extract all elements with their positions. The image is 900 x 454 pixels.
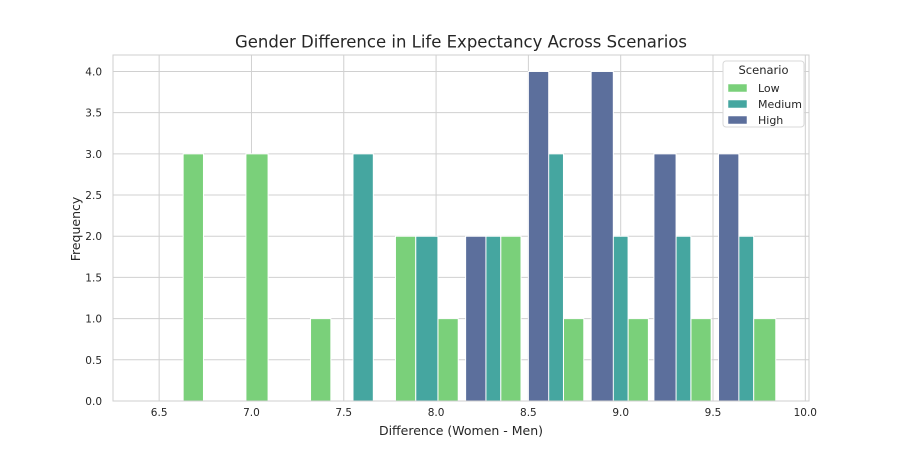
axes: 6.5 7.0 7.5 8.0 8.5 9.0 9.5 10.0 0.0 0.5 1.0 1.5 2.0… [85, 54, 817, 419]
legend-title: Scenario [739, 63, 789, 77]
x-tick-label: 9.0 [612, 407, 629, 419]
bar-low-7 [562, 318, 585, 402]
bar-low-3 [310, 318, 332, 402]
bar-high-3 [590, 70, 614, 402]
bar-low-2 [245, 153, 269, 402]
bar-low-5 [437, 318, 459, 402]
bar-low-10 [753, 318, 777, 402]
bar-high-4 [653, 153, 677, 402]
legend-swatch-medium [727, 99, 748, 109]
x-tick-label: 8.5 [520, 407, 537, 419]
chart-title: Gender Difference in Life Expectancy Acr… [235, 33, 687, 52]
x-tick-label: 7.0 [243, 407, 260, 419]
bar-low-4 [394, 235, 417, 402]
bar-low-6 [500, 235, 522, 402]
y-tick-label: 2.0 [85, 231, 102, 243]
bar-high-5 [718, 153, 740, 402]
y-tick-label: 4.0 [85, 66, 102, 78]
x-tick-label: 10.0 [794, 407, 817, 419]
legend: Scenario Low Medium High [722, 60, 805, 128]
bar-high-2 [527, 70, 550, 402]
y-tick-label: 2.5 [85, 190, 102, 202]
bar-medium-2 [415, 235, 439, 402]
x-tick-label: 7.5 [335, 407, 352, 419]
bar-medium-1 [352, 153, 374, 402]
y-tick-label: 0.0 [85, 396, 102, 408]
x-tick-label: 9.5 [705, 407, 722, 419]
legend-label-high: High [758, 114, 783, 127]
x-tick-label: 8.0 [428, 407, 445, 419]
y-axis-label: Frequency [68, 196, 83, 261]
legend-box [722, 60, 805, 128]
y-tick-label: 3.5 [85, 108, 102, 120]
bar-low-8 [627, 318, 649, 402]
x-axis-label: Difference (Women - Men) [379, 423, 543, 438]
y-tick-label: 1.5 [85, 272, 102, 284]
x-tick-label: 6.5 [151, 407, 168, 419]
y-tick-label: 0.5 [85, 355, 102, 367]
legend-swatch-low [727, 83, 748, 93]
y-tick-label: 1.0 [85, 314, 102, 326]
legend-label-medium: Medium [758, 98, 802, 111]
bar-low-1 [182, 153, 204, 402]
y-tick-label: 3.0 [85, 149, 102, 161]
bar-low-9 [690, 318, 712, 402]
legend-swatch-high [727, 115, 748, 125]
plot-frame [112, 54, 810, 402]
bar-high-1 [465, 235, 487, 402]
legend-label-low: Low [758, 82, 780, 95]
